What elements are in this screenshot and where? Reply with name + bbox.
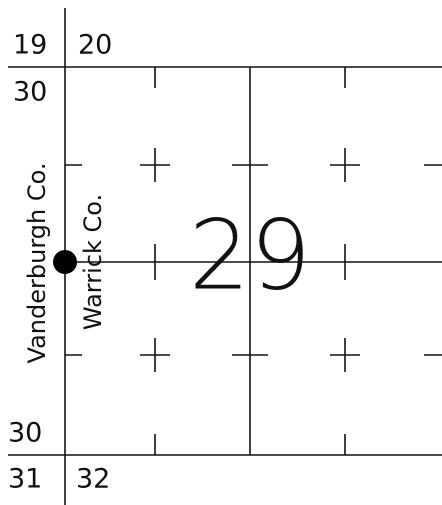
section-number: 30 [13,77,47,108]
crosses [65,67,442,455]
corner-marker [53,250,77,274]
section-label: 29 [189,199,311,311]
section-number: 19 [13,30,47,61]
county-label: Warrick Co. [79,194,107,330]
section-number: 20 [78,30,112,61]
section-number: 31 [8,464,42,495]
section-number: 32 [76,464,110,495]
section-number: 30 [8,418,42,449]
county-label: Vanderburgh Co. [23,163,51,364]
